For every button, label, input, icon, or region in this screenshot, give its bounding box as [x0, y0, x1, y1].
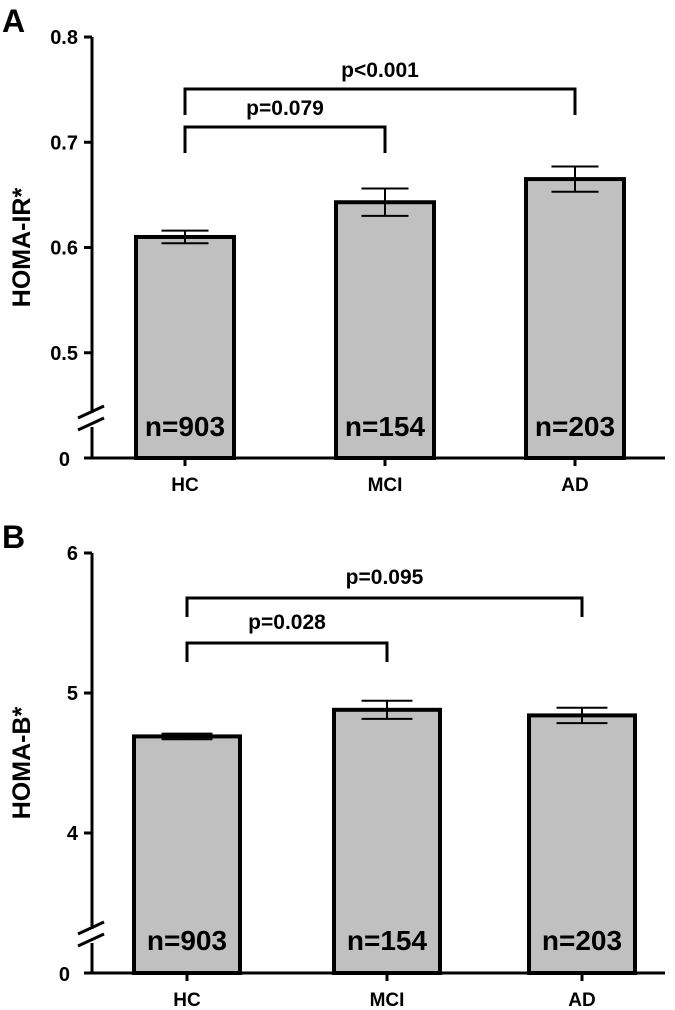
axis-break-mark	[77, 920, 105, 936]
y-tick-label-zero: 0	[59, 449, 70, 471]
p-value-label: p=0.028	[248, 611, 326, 634]
significance-bracket	[183, 125, 387, 153]
sample-size-label: n=903	[145, 411, 225, 442]
significance-bracket	[185, 641, 389, 662]
axis-break-mark	[77, 404, 105, 420]
significance-bracket	[183, 87, 577, 115]
panel-a: A HOMA-IR* 0.5 0.6 0.7 0.8 0 HC n=903 MCI n=154 AD n…	[2, 3, 665, 496]
significance-bracket	[185, 596, 584, 617]
y-tick-label: 0.6	[50, 238, 78, 260]
y-tick-label-zero: 0	[59, 964, 70, 986]
x-tick-label: MCI	[370, 990, 405, 1010]
sample-size-label: n=903	[147, 925, 227, 956]
panel-letter: B	[2, 519, 25, 555]
x-tick-label: MCI	[368, 475, 403, 496]
x-tick-label: AD	[568, 990, 595, 1010]
y-tick-label: 4	[67, 823, 79, 845]
y-axis-label: HOMA-IR*	[8, 188, 36, 308]
sample-size-label: n=203	[542, 925, 622, 956]
y-tick-label: 6	[67, 543, 78, 565]
sample-size-label: n=203	[535, 411, 615, 442]
panel-b: B HOMA-B* 4 5 6 0 HC n=903 MCI n=154 AD n=203 p=0.02…	[2, 519, 665, 1010]
y-axis-label: HOMA-B*	[8, 706, 36, 819]
axis-break-mark	[77, 932, 105, 948]
p-value-label: p<0.001	[341, 59, 419, 82]
panel-letter: A	[2, 3, 25, 39]
sample-size-label: n=154	[345, 411, 426, 442]
p-value-label: p=0.095	[346, 566, 424, 589]
y-tick-label: 0.7	[50, 132, 78, 154]
x-tick-label: AD	[561, 475, 588, 496]
x-tick-label: HC	[171, 475, 199, 496]
bar-mci	[334, 200, 436, 460]
y-tick-label: 5	[67, 683, 78, 705]
sample-size-label: n=154	[347, 925, 428, 956]
axis-break-mark	[77, 416, 105, 432]
y-tick-label: 0.8	[50, 27, 78, 49]
p-value-label: p=0.079	[246, 97, 324, 120]
x-tick-label: HC	[173, 990, 201, 1010]
bar-hc	[132, 734, 242, 976]
y-tick-label: 0.5	[50, 343, 78, 365]
